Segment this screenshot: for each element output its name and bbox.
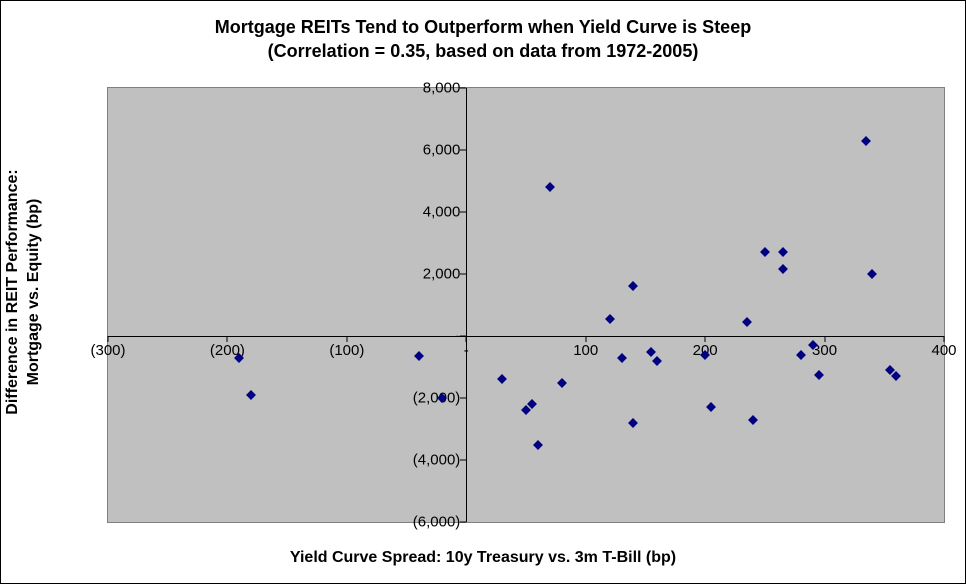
chart-title-line2: (Correlation = 0.35, based on data from … bbox=[1, 39, 965, 63]
data-point bbox=[778, 247, 788, 257]
y-tick-mark bbox=[460, 274, 466, 275]
y-tick-mark bbox=[460, 460, 466, 461]
data-point bbox=[760, 247, 770, 257]
y-tick-label: - bbox=[455, 328, 460, 345]
y-tick-mark bbox=[460, 336, 466, 337]
y-tick-label: (4,000) bbox=[413, 452, 461, 469]
plot-area: (300)(200)(100)-100200300400(6,000)(4,00… bbox=[107, 87, 945, 523]
y-tick-label: 4,000 bbox=[423, 204, 461, 221]
data-point bbox=[652, 356, 662, 366]
y-axis-line bbox=[466, 88, 467, 522]
y-tick-mark bbox=[460, 522, 466, 523]
x-axis-line bbox=[108, 336, 944, 337]
y-axis-label-line1: Difference in REIT Performance: bbox=[4, 169, 21, 414]
y-tick-mark bbox=[460, 150, 466, 151]
y-axis-label: Difference in REIT Performance: Mortgage… bbox=[3, 92, 45, 492]
data-point bbox=[605, 314, 615, 324]
data-point bbox=[748, 415, 758, 425]
data-point bbox=[814, 370, 824, 380]
data-point bbox=[646, 347, 656, 357]
x-tick-label: - bbox=[464, 342, 469, 359]
y-tick-label: (6,000) bbox=[413, 514, 461, 531]
chart-frame: Mortgage REITs Tend to Outperform when Y… bbox=[0, 0, 966, 584]
x-tick-label: (100) bbox=[329, 342, 364, 359]
data-point bbox=[617, 353, 627, 363]
x-tick-label: 400 bbox=[931, 342, 956, 359]
data-point bbox=[861, 136, 871, 146]
data-point bbox=[629, 281, 639, 291]
y-tick-label: 8,000 bbox=[423, 80, 461, 97]
y-axis-label-line2: Mortgage vs. Equity (bp) bbox=[24, 92, 45, 492]
data-point bbox=[867, 269, 877, 279]
chart-title: Mortgage REITs Tend to Outperform when Y… bbox=[1, 15, 965, 64]
x-tick-label: 100 bbox=[573, 342, 598, 359]
data-point bbox=[533, 440, 543, 450]
chart-title-line1: Mortgage REITs Tend to Outperform when Y… bbox=[1, 15, 965, 39]
y-tick-label: 2,000 bbox=[423, 266, 461, 283]
data-point bbox=[891, 371, 901, 381]
x-axis-label: Yield Curve Spread: 10y Treasury vs. 3m … bbox=[1, 549, 965, 567]
data-point bbox=[246, 390, 256, 400]
y-tick-mark bbox=[460, 88, 466, 89]
data-point bbox=[497, 374, 507, 384]
data-point bbox=[414, 351, 424, 361]
y-tick-mark bbox=[460, 212, 466, 213]
data-point bbox=[796, 350, 806, 360]
data-point bbox=[706, 402, 716, 412]
data-point bbox=[742, 317, 752, 327]
y-tick-mark bbox=[460, 398, 466, 399]
data-point bbox=[778, 264, 788, 274]
data-point bbox=[545, 182, 555, 192]
data-point bbox=[629, 418, 639, 428]
x-tick-label: (300) bbox=[90, 342, 125, 359]
data-point bbox=[557, 378, 567, 388]
y-tick-label: 6,000 bbox=[423, 142, 461, 159]
